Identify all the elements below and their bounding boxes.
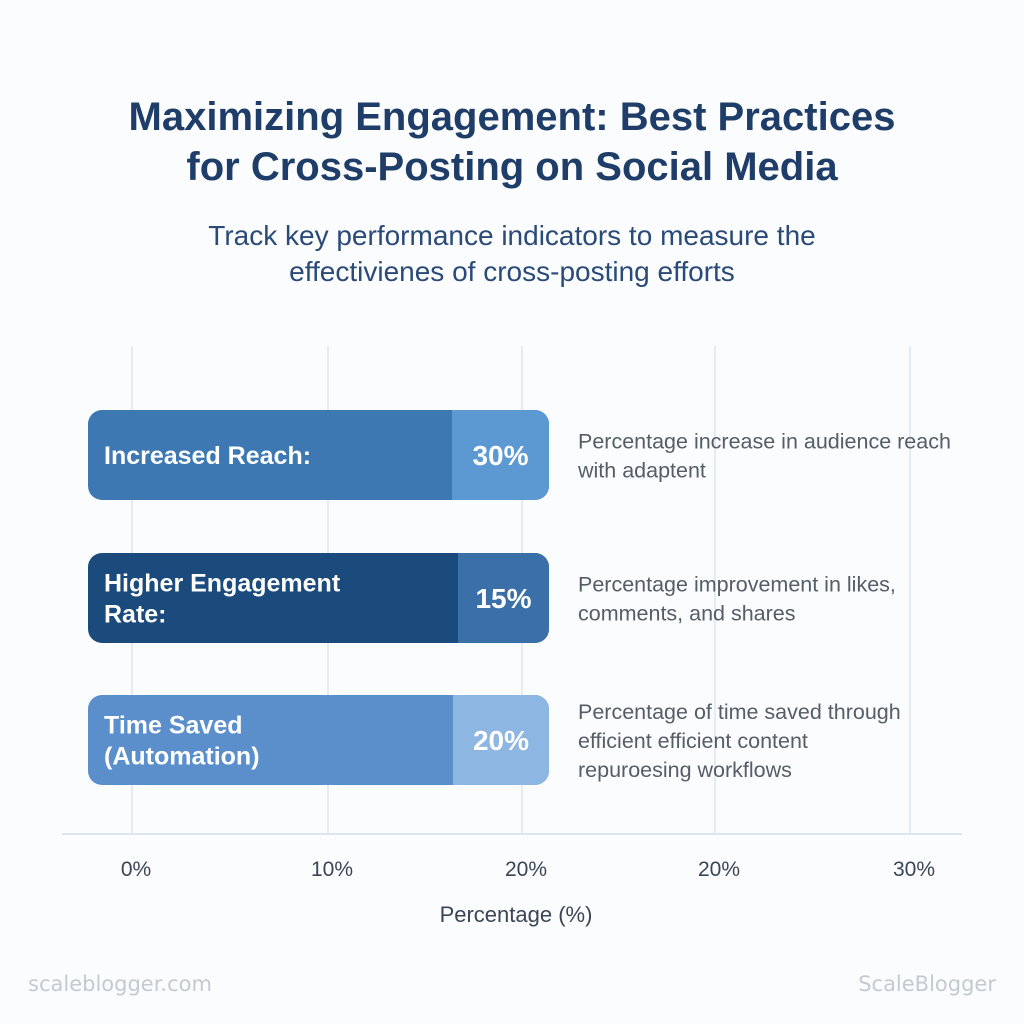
- chart-title-line: for Cross-Posting on Social Media: [186, 145, 838, 189]
- chart-title-line: Maximizing Engagement: Best Practices: [128, 95, 896, 139]
- bar-descriptions: Percentage increase in audience reach wit…: [577, 430, 951, 783]
- bar-description: Percentage of time saved through: [578, 700, 901, 724]
- chart-title: Maximizing Engagement: Best Practices fo…: [0, 92, 1024, 192]
- chart-subtitle-line: effectivienes of cross-posting efforts: [289, 256, 735, 287]
- chart-subtitle: Track key performance indicators to meas…: [0, 218, 1024, 290]
- chart-subtitle-line: Track key performance indicators to meas…: [208, 220, 816, 251]
- bar-group: 15% Higher Engagement Rate:: [88, 553, 549, 643]
- x-tick-label: 30%: [893, 858, 935, 881]
- watermark-left: scaleblogger.com: [28, 972, 212, 996]
- bar-description: comments, and shares: [578, 602, 796, 626]
- x-axis: 0% 10% 20% 20% 30% Percentage (%): [62, 833, 962, 927]
- bar-value-label: 20%: [473, 725, 529, 756]
- bar-value-badge: [458, 553, 549, 643]
- bar-group: 20% Time Saved (Automation): [88, 695, 549, 785]
- bars: 30% Increased Reach: 15% Higher Engagement R…: [88, 410, 549, 785]
- bar-value-label: 30%: [472, 440, 528, 471]
- x-tick-label: 10%: [311, 858, 353, 881]
- bar-description: with adaptent: [577, 459, 706, 483]
- bar-group: 30% Increased Reach:: [88, 410, 549, 500]
- bar-value-label: 15%: [475, 583, 531, 614]
- bar-category-label: Increased Reach:: [104, 442, 311, 470]
- bar-value-badge: [453, 695, 549, 785]
- bar: [88, 695, 549, 785]
- bar-description: repuroesing workflows: [578, 758, 792, 782]
- x-tick-label: 0%: [121, 858, 151, 881]
- x-tick-label: 20%: [505, 858, 547, 881]
- bar-value-badge: [452, 410, 549, 500]
- bar-category-label: Higher Engagement: [104, 570, 341, 598]
- bar: [88, 410, 549, 500]
- bar-description: Percentage increase in audience reach: [578, 430, 951, 454]
- bar-category-label: (Automation): [104, 743, 260, 771]
- x-tick-label: 20%: [698, 858, 740, 881]
- bar: [88, 553, 549, 643]
- bar-category-label: Rate:: [104, 601, 167, 629]
- x-axis-label: Percentage (%): [440, 902, 593, 927]
- bar-description: efficient efficient content: [578, 729, 808, 753]
- watermark-right: ScaleBlogger: [858, 972, 996, 996]
- bar-description: Percentage improvement in likes,: [578, 573, 896, 597]
- bar-category-label: Time Saved: [104, 712, 243, 740]
